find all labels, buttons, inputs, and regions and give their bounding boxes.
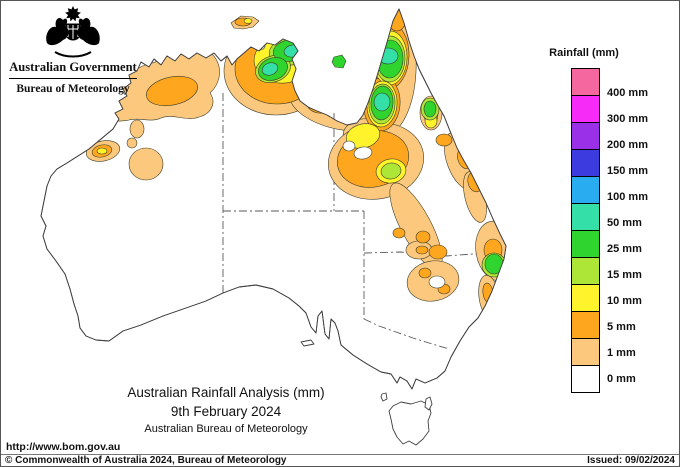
legend-label-1-mm: 1 mm: [607, 347, 636, 359]
legend-swatch-5-mm: [571, 311, 600, 339]
legend-label-100-mm: 100 mm: [607, 191, 648, 203]
groote-eylandt: [331, 54, 347, 69]
coat-of-arms-icon: [46, 6, 100, 58]
legend-label-5-mm: 5 mm: [607, 321, 636, 333]
king-island: [380, 392, 388, 402]
legend-label-15-mm: 15 mm: [607, 269, 642, 281]
legend-label-300-mm: 300 mm: [607, 113, 648, 125]
legend-label-0-mm: 0 mm: [607, 373, 636, 385]
analysis-agency: Australian Bureau of Meteorology: [144, 423, 308, 435]
legend-swatch-1-mm: [571, 338, 600, 366]
legend-swatch-100-mm: [571, 176, 600, 204]
analysis-title: Australian Rainfall Analysis (mm): [127, 385, 325, 400]
legend-scale: [571, 68, 600, 393]
legend-label-10-mm: 10 mm: [607, 295, 642, 307]
legend-label-150-mm: 150 mm: [607, 165, 648, 177]
legend-label-50-mm: 50 mm: [607, 217, 642, 229]
footer-bar: © Commonwealth of Australia 2024, Bureau…: [1, 454, 679, 466]
legend-swatch-200-mm: [571, 122, 600, 150]
legend-label-400-mm: 400 mm: [607, 87, 648, 99]
legend-swatch-150-mm: [571, 149, 600, 177]
legend-swatch-25-mm: [571, 230, 600, 258]
tasmania-outline: [388, 400, 432, 446]
legend-label-25-mm: 25 mm: [607, 243, 642, 255]
analysis-date: 9th February 2024: [170, 404, 282, 419]
legend-swatch-300-mm: [571, 95, 600, 123]
flinders-island: [424, 396, 433, 411]
copyright-text: © Commonwealth of Australia 2024, Bureau…: [5, 455, 287, 466]
legend-swatch-50-mm: [571, 203, 600, 231]
bom-logo: Australian Government Bureau of Meteorol…: [7, 5, 139, 95]
issued-date: Issued: 09/02/2024: [587, 455, 675, 466]
bureau-of-meteorology-title: Bureau of Meteorology: [16, 83, 130, 95]
legend-title: Rainfall (mm): [549, 47, 619, 59]
kangaroo-island: [300, 339, 315, 347]
bom-url: http://www.bom.gov.au: [6, 441, 121, 453]
legend-swatch-15-mm: [571, 257, 600, 285]
map-titles: Australian Rainfall Analysis (mm) 9th Fe…: [86, 385, 366, 435]
coastline: [40, 8, 507, 390]
australian-government-title: Australian Government: [9, 60, 137, 74]
legend-swatch-10-mm: [571, 284, 600, 312]
legend-swatch-400-mm: [571, 68, 600, 96]
legend-label-200-mm: 200 mm: [607, 139, 648, 151]
legend-swatch-0-mm: [571, 365, 600, 393]
logo-divider: [9, 78, 137, 79]
